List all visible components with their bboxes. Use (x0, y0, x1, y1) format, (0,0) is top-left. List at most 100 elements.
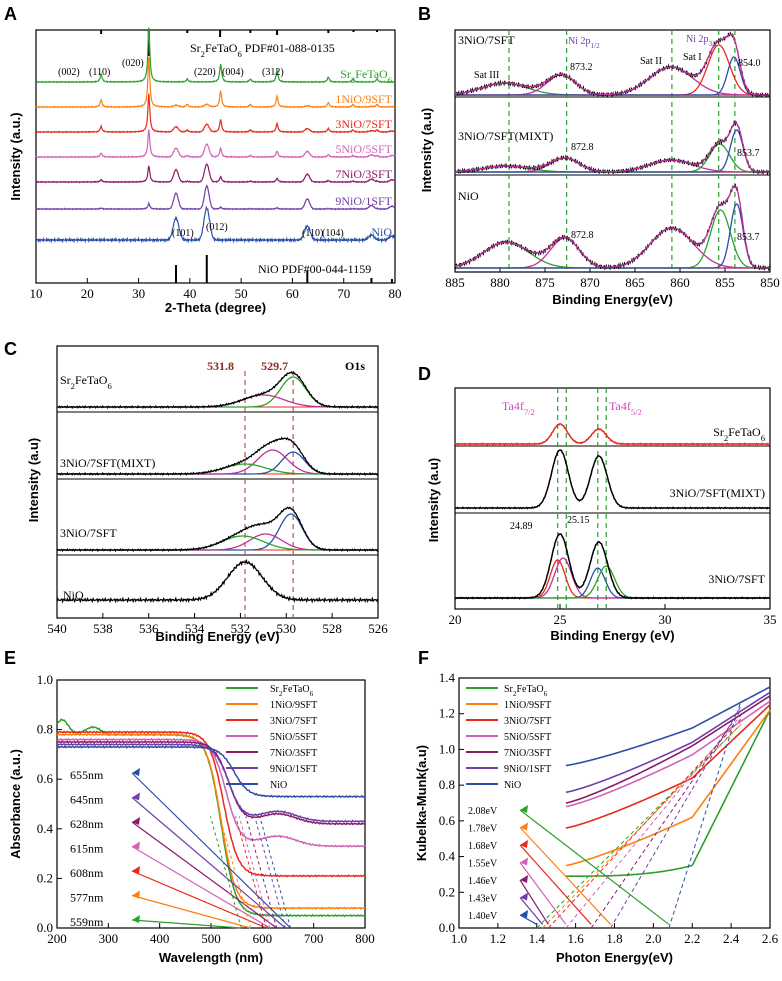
km-curve (565, 686, 771, 767)
km-curve (565, 704, 771, 829)
gap-label: 1.55eV (468, 859, 498, 870)
x-tick-label: 1.2 (490, 931, 506, 946)
km-curve (565, 700, 771, 808)
subplot-label: NiO (63, 588, 84, 602)
series-label: 7NiO/3SFT (335, 167, 392, 181)
tangent-line (235, 816, 267, 929)
legend-label-part: NiO (504, 780, 521, 791)
panel-b: B 885 880 875 870 865 860 855 850 Binding Energy(… (418, 4, 780, 307)
subplot-label: 3NiO/7SFT(MIXT) (670, 486, 765, 500)
x-tick-label: 300 (99, 931, 119, 946)
legend-label-part: 2 (279, 690, 283, 698)
arrow-head (520, 875, 528, 883)
ref-top-label-part: 2 (201, 49, 205, 59)
legend-label-part: 5NiO/5SFT (270, 732, 317, 743)
core-level-label: O1s (345, 359, 365, 373)
x-tick-label: 20 (449, 612, 462, 627)
x-tick-label: 1.4 (529, 931, 546, 946)
legend-label: 7NiO/3SFT (504, 748, 551, 759)
subplot-label-part: 2 (71, 381, 75, 391)
x-axis-label: Binding Energy (eV) (155, 629, 279, 644)
y-tick-label: 1.0 (37, 672, 53, 687)
peak-annotation-part: 5/2 (631, 407, 642, 417)
panel-c: C 540 538 536 534 532 530 528 526 Binding Energy … (4, 339, 388, 644)
x-axis-label: Binding Energy (eV) (550, 628, 674, 643)
legend-label: 3NiO/7SFT (504, 716, 551, 727)
legend-label: 9NiO/1SFT (270, 764, 317, 775)
ref-top-label-part: 6 (237, 49, 242, 59)
xrd-pattern (35, 93, 396, 134)
series-label: 1NiO/9SFT (335, 92, 392, 106)
x-tick-label: 1.6 (568, 931, 585, 946)
peak-label: (110) (89, 67, 110, 78)
edge-arrow (131, 919, 242, 929)
edge-label: 628nm (70, 817, 104, 831)
subplot-label: Sr2FeTaO6 (60, 373, 112, 391)
legend-label-part: FeTaO (517, 684, 544, 695)
x-tick-label: 1.8 (606, 931, 622, 946)
x-tick-label: 20 (81, 286, 94, 301)
fit-envelope (454, 122, 770, 173)
x-tick-label: 875 (535, 275, 555, 290)
peak-position-label: 854.0 (738, 58, 761, 69)
x-tick-label: 540 (47, 621, 67, 636)
panel-letter: D (418, 364, 431, 384)
fit-component (455, 56, 770, 96)
edge-arrow (131, 797, 286, 929)
peak-annotation-part: Ta4f (609, 399, 631, 413)
legend-label: 9NiO/1SFT (504, 764, 551, 775)
tangent-line (238, 816, 271, 929)
fit-component (455, 74, 770, 96)
subplot-label: 3NiO/7SFT (60, 526, 117, 540)
x-axis-label: Wavelength (nm) (159, 950, 263, 965)
x-axis-label: Binding Energy(eV) (552, 292, 673, 307)
gap-arrow (519, 914, 538, 925)
legend-label-part: 1NiO/9SFT (270, 700, 317, 711)
fit-envelope (454, 185, 770, 269)
subplot-label: Sr2FeTaO6 (713, 425, 765, 443)
peak-label: (220) (194, 67, 216, 78)
y-tick-label: 0.0 (439, 920, 455, 935)
series-label-part: 7NiO/3SFT (335, 167, 392, 181)
series-label-part: Sr (340, 67, 351, 81)
y-tick-label: 0.0 (37, 920, 53, 935)
y-tick-label: 1.0 (439, 741, 455, 756)
peak-annotation: Ni 2p3/2 (686, 34, 718, 48)
x-tick-label: 2.6 (762, 931, 779, 946)
spectrum (56, 436, 379, 477)
peak-annotation: Ta4f5/2 (609, 399, 642, 417)
peak-position-label: 24.89 (510, 521, 533, 532)
tangent-line (548, 718, 742, 929)
raw-spectrum (454, 183, 771, 271)
series-label-part: 1NiO/9SFT (335, 92, 392, 106)
peak-annotation-part: 7/2 (524, 407, 535, 417)
series-label-part: 9NiO/1SFT (335, 194, 392, 208)
peak-position-label: 873.2 (570, 62, 593, 73)
x-tick-label: 70 (337, 286, 350, 301)
y-tick-label: 0.8 (439, 777, 455, 792)
series-label-part: 6 (388, 75, 393, 85)
panel-letter: F (418, 648, 429, 668)
tangent-line (536, 724, 742, 929)
x-tick-label: 855 (715, 275, 735, 290)
spectrum (454, 449, 770, 510)
x-tick-label: 80 (389, 286, 402, 301)
absorbance-curve (56, 732, 365, 911)
fit-component (455, 66, 770, 96)
absorbance-curve (56, 742, 365, 824)
edge-label: 645nm (70, 793, 104, 807)
legend-label: 7NiO/3SFT (270, 748, 317, 759)
x-tick-label: 538 (93, 621, 113, 636)
gap-label: 2.08eV (468, 806, 498, 817)
panel-letter: C (4, 339, 17, 359)
y-axis-label: Kubelka-Munk(a.u) (414, 745, 429, 861)
y-axis-label: Absorbance (a.u.) (8, 749, 23, 859)
fit-component (455, 203, 770, 269)
legend-label-part: 5NiO/5SFT (504, 732, 551, 743)
panel-f: F 1.0 1.2 1.4 1.6 1.8 2.0 2.2 2.4 2.6 0.0 0.2 0.4 0.6… (414, 648, 779, 965)
tangent-line (590, 709, 742, 929)
edge-arrow (131, 821, 278, 929)
tangent-line (254, 816, 286, 929)
ref-bottom-label: NiO PDF#00-044-1159 (258, 262, 371, 276)
